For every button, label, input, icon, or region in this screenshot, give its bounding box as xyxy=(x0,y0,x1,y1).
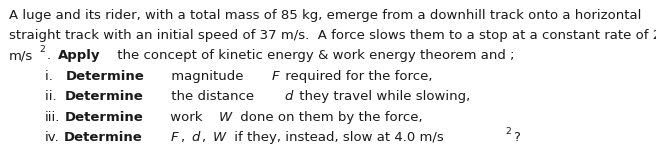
Text: Determine: Determine xyxy=(64,111,143,124)
Text: iv.: iv. xyxy=(45,131,59,144)
Text: W: W xyxy=(213,131,226,144)
Text: m/s: m/s xyxy=(9,49,33,62)
Text: ?: ? xyxy=(513,131,520,144)
Text: i.: i. xyxy=(45,70,61,83)
Text: Determine: Determine xyxy=(64,131,142,144)
Text: d: d xyxy=(192,131,200,144)
Text: the distance: the distance xyxy=(167,90,258,103)
Text: W: W xyxy=(218,111,232,124)
Text: ,: , xyxy=(180,131,189,144)
Text: F: F xyxy=(272,70,279,83)
Text: Determine: Determine xyxy=(66,70,144,83)
Text: magnitude: magnitude xyxy=(167,70,248,83)
Text: d: d xyxy=(285,90,293,103)
Text: straight track with an initial speed of 37 m/s.  A force slows them to a stop at: straight track with an initial speed of … xyxy=(9,29,656,42)
Text: F: F xyxy=(171,131,178,144)
Text: they travel while slowing,: they travel while slowing, xyxy=(295,90,470,103)
Text: 2: 2 xyxy=(506,127,512,136)
Text: Determine: Determine xyxy=(65,90,144,103)
Text: if they, instead, slow at 4.0 m/s: if they, instead, slow at 4.0 m/s xyxy=(230,131,443,144)
Text: done on them by the force,: done on them by the force, xyxy=(236,111,422,124)
Text: A luge and its rider, with a total mass of 85 kg, emerge from a downhill track o: A luge and its rider, with a total mass … xyxy=(9,8,641,21)
Text: 2: 2 xyxy=(40,45,46,54)
Text: Apply: Apply xyxy=(58,49,101,62)
Text: work: work xyxy=(166,111,207,124)
Text: ,: , xyxy=(202,131,211,144)
Text: .: . xyxy=(47,49,56,62)
Text: iii.: iii. xyxy=(45,111,60,124)
Text: the concept of kinetic energy & work energy theorem and ;: the concept of kinetic energy & work ene… xyxy=(113,49,514,62)
Text: ii.: ii. xyxy=(45,90,60,103)
Text: required for the force,: required for the force, xyxy=(281,70,433,83)
